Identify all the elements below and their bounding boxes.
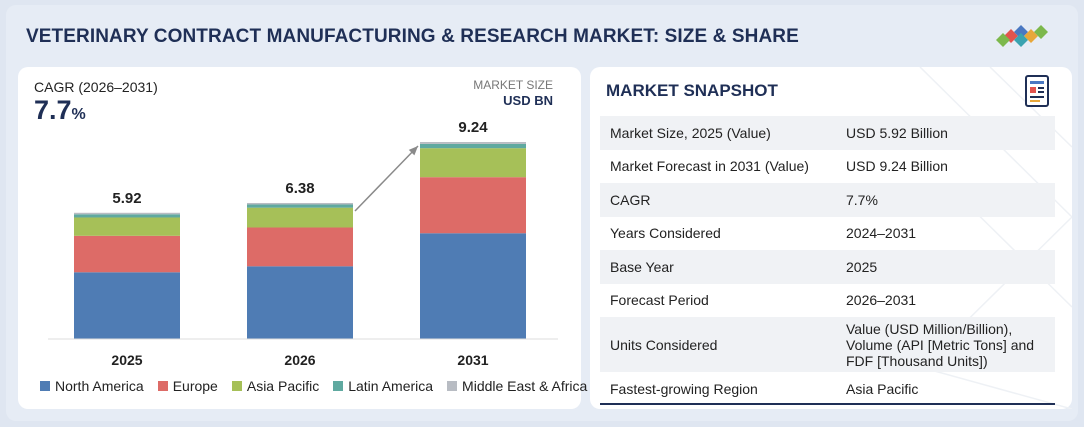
snapshot-key: Base Year — [610, 258, 674, 275]
snapshot-key: CAGR — [610, 191, 651, 208]
snapshot-key: Units Considered — [610, 336, 718, 353]
snapshot-row: Forecast Period 2026–2031 — [600, 284, 1055, 318]
snapshot-value: 2025 — [846, 258, 878, 275]
brand-logo-icon — [996, 25, 1048, 47]
snapshot-key: Fastest-growing Region — [610, 380, 758, 397]
total-label-2025: 5.92 — [112, 190, 141, 207]
snapshot-title: MARKET SNAPSHOT — [606, 81, 778, 100]
x-tick-2031: 2031 — [457, 352, 488, 368]
growth-arrow-head — [408, 146, 418, 156]
snapshot-value: 2024–2031 — [846, 225, 917, 242]
cagr-label: CAGR (2026–2031) — [34, 79, 158, 95]
legend-swatch — [231, 381, 242, 391]
stacked-bar-chart: 5.92 2025 6.38 2026 9.24 2031 — [48, 119, 558, 368]
legend-item: North America — [40, 378, 144, 394]
snapshot-value: 2026–2031 — [846, 292, 917, 309]
cagr-value: 7.7% — [34, 95, 86, 126]
market-size-label: MARKET SIZE — [473, 78, 553, 92]
snapshot-key: Market Size, 2025 (Value) — [610, 124, 771, 141]
legend-swatch — [157, 381, 168, 391]
market-size-unit: USD BN — [503, 93, 553, 108]
chart-legend: North America Europe Asia Pacific Latin Ame… — [40, 378, 587, 394]
bar-latin-america-2026 — [247, 204, 353, 208]
snapshot-value: 7.7% — [846, 191, 878, 208]
page-title: VETERINARY CONTRACT MANUFACTURING & RESE… — [26, 26, 799, 47]
snapshot-value: Asia Pacific — [846, 380, 919, 397]
document-icon — [1025, 75, 1049, 107]
bar-latin-america-2031 — [420, 143, 526, 149]
legend-label: Asia Pacific — [246, 378, 320, 394]
snapshot-row: Years Considered 2024–2031 — [600, 217, 1055, 251]
snapshot-table-border — [600, 403, 1055, 405]
snapshot-row: Fastest-growing Region Asia Pacific — [600, 372, 1055, 406]
legend-item: Latin America — [333, 378, 433, 394]
snapshot-value: USD 9.24 Billion — [846, 158, 948, 175]
total-label-2026: 6.38 — [285, 180, 314, 197]
snapshot-key: Years Considered — [610, 225, 721, 242]
cagr-unit: % — [71, 106, 86, 123]
snapshot-row: CAGR 7.7% — [600, 183, 1055, 217]
bar-asia-pacific-2031 — [420, 148, 526, 178]
legend-item: Europe — [157, 378, 218, 394]
total-label-2031: 9.24 — [458, 119, 488, 136]
legend-item: Middle East & Africa — [447, 378, 587, 394]
bar-north-america-2026 — [247, 266, 353, 339]
legend-swatch — [40, 381, 50, 391]
bar-middle-east-africa-2025 — [74, 212, 180, 215]
growth-arrow-line — [354, 145, 419, 212]
legend-label: Middle East & Africa — [462, 378, 588, 394]
cagr-number: 7.7 — [34, 95, 72, 125]
legend-swatch — [333, 381, 344, 391]
bar-middle-east-africa-2031 — [420, 142, 526, 144]
bar-latin-america-2025 — [74, 214, 180, 218]
bar-europe-2031 — [420, 177, 526, 234]
bar-europe-2026 — [247, 227, 353, 267]
bar-north-america-2031 — [420, 233, 526, 339]
legend-item: Asia Pacific — [231, 378, 320, 394]
snapshot-row: Market Size, 2025 (Value) USD 5.92 Billio… — [600, 116, 1055, 150]
snapshot-key: Market Forecast in 2031 (Value) — [610, 158, 809, 175]
snapshot-key: Forecast Period — [610, 292, 709, 309]
snapshot-table: Market Size, 2025 (Value) USD 5.92 Billio… — [600, 116, 1055, 406]
bar-middle-east-africa-2026 — [247, 202, 353, 205]
snapshot-value: USD 5.92 Billion — [846, 124, 948, 141]
bar-asia-pacific-2025 — [74, 217, 180, 236]
legend-label: North America — [55, 378, 144, 394]
snapshot-row: Units Considered Value (USD Million/Billi… — [600, 317, 1055, 372]
bar-asia-pacific-2026 — [247, 207, 353, 228]
x-tick-2025: 2025 — [111, 352, 142, 368]
snapshot-row: Market Forecast in 2031 (Value) USD 9.24 … — [600, 150, 1055, 184]
snapshot-row: Base Year 2025 — [600, 250, 1055, 284]
snapshot-value: Value (USD Million/Billion), Volume (API… — [846, 320, 1035, 369]
x-tick-2026: 2026 — [284, 352, 315, 368]
legend-label: Europe — [172, 378, 218, 394]
bar-north-america-2025 — [74, 272, 180, 339]
legend-label: Latin America — [348, 378, 434, 394]
legend-swatch — [447, 381, 458, 391]
bar-europe-2025 — [74, 235, 180, 273]
